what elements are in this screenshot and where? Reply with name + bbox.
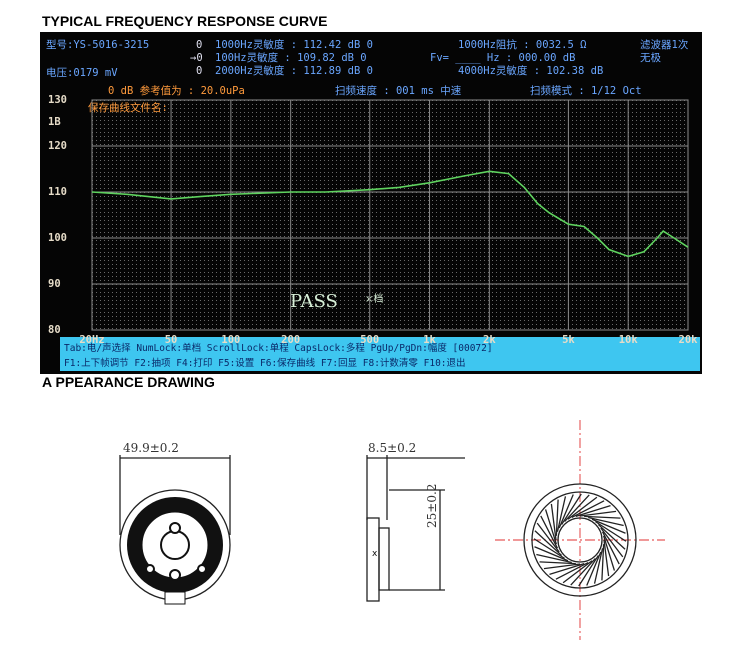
status-line: F1:上下帧调节 F2:抽项 F4:打印 F5:设置 F6:保存曲线 F7:回显…: [64, 357, 466, 369]
x-tick-label: 20k: [679, 334, 699, 346]
sweep-mode: 扫频模式 : 1/12 Oct: [530, 84, 642, 97]
swirl: [603, 535, 616, 571]
swirl: [570, 557, 596, 586]
x-tick-label: 500: [360, 334, 379, 346]
swirl: [564, 494, 590, 523]
reference: 0 dB 参考值为 : 20.0uPa: [108, 84, 245, 97]
x-tick-label: 100: [221, 334, 240, 346]
voltage: 电压:0179 mV: [46, 66, 118, 79]
response-curve: [91, 170, 689, 258]
swirl: [579, 510, 617, 517]
swirl: [539, 561, 576, 565]
reading: 1000Hz阻抗 : 0032.5 Ω: [458, 38, 586, 51]
swirl: [544, 509, 557, 545]
swirl: [534, 546, 569, 562]
swirl: [556, 496, 567, 532]
swirl: [567, 496, 598, 520]
swirl: [555, 499, 559, 536]
file-label: 保存曲线文件名:: [88, 101, 168, 114]
svg-text:x: x: [372, 549, 378, 559]
x-tick-label: 20Hz: [79, 334, 104, 346]
dimension: 49.9±0.2: [123, 441, 179, 455]
swirl: [586, 551, 602, 586]
front-view: 49.9±0.2: [119, 441, 231, 605]
mode: 无极: [640, 51, 661, 64]
reading: 1000Hz灵敏度 : 112.42 dB 0: [215, 38, 373, 51]
swirl: [550, 503, 557, 541]
y-tick-label: 80: [48, 324, 61, 336]
plot-grid-dots: [92, 100, 688, 330]
dimension: 8.5±0.2: [368, 441, 416, 455]
status-line: Tab:电/声选择 NumLock:单档 ScrollLock:单程 CapsL…: [64, 342, 493, 354]
pass: PASS: [290, 291, 338, 312]
side-view: x 8.5±0.2 25±0.2: [366, 441, 465, 602]
x-tick-label: 1k: [423, 334, 436, 346]
swirl: [593, 548, 604, 584]
y-tick-label: 100: [48, 232, 67, 244]
swirl: [603, 539, 610, 577]
back-view: [495, 420, 665, 640]
reading: Fv= ____ Hz : 000.00 dB: [430, 52, 575, 64]
swirl: [562, 560, 593, 584]
x-tick-label: 5k: [562, 334, 575, 346]
y-tick-label: 90: [48, 278, 61, 290]
swirl: [533, 538, 565, 559]
swirl: [578, 555, 599, 587]
swirl: [555, 561, 589, 580]
swirl: [536, 522, 560, 553]
dimension: 25±0.2: [425, 484, 439, 528]
status-bar: [60, 337, 700, 371]
swirl: [540, 515, 559, 549]
swirl: [595, 521, 627, 542]
flag: 0: [196, 39, 202, 51]
x-tick-label: 10k: [619, 334, 639, 346]
y-tick-label: 130: [48, 94, 67, 106]
x-tick-label: 200: [281, 334, 300, 346]
swirl: [601, 531, 620, 565]
reading: 4000Hz灵敏度 : 102.38 dB: [458, 64, 603, 77]
section-title: TYPICAL FREQUENCY RESPONSE CURVE: [42, 13, 328, 29]
swirl: [591, 518, 626, 534]
swirl: [588, 516, 624, 527]
model: 型号:YS-5016-3215: [46, 38, 149, 51]
flag: →0: [190, 52, 203, 64]
swirl: [597, 524, 626, 550]
section-title: A PPEARANCE DRAWING: [42, 374, 215, 390]
x-tick-label: 50: [165, 334, 178, 346]
reading: 2000Hz灵敏度 : 112.89 dB 0: [215, 64, 373, 77]
pass-suffix: ×档: [365, 292, 383, 305]
swirl: [584, 515, 621, 519]
swirl: [558, 494, 574, 529]
swirl: [536, 553, 572, 564]
swirl: [549, 563, 585, 576]
swirl: [600, 527, 624, 558]
flag: 0: [196, 65, 202, 77]
x-tick-label: 2k: [483, 334, 496, 346]
sweep-speed: 扫频速度 : 001 ms 中速: [335, 84, 462, 97]
swirl: [543, 563, 581, 570]
swirl: [561, 493, 582, 525]
swirl: [601, 544, 605, 581]
swirl: [534, 530, 563, 556]
y-axis-label: 1B: [48, 116, 61, 128]
reading: 100Hz灵敏度 : 109.82 dB 0: [215, 51, 367, 64]
y-tick-label: 120: [48, 140, 67, 152]
filter: 滤波器1次: [640, 38, 689, 51]
swirl: [571, 500, 605, 519]
y-tick-label: 110: [48, 186, 67, 198]
swirl: [575, 504, 611, 517]
